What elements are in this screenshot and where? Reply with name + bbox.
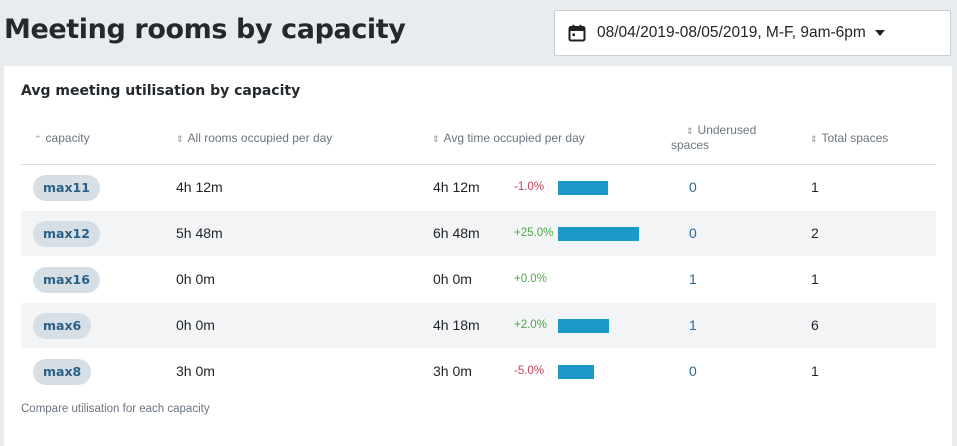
utilisation-bar bbox=[558, 365, 594, 379]
table-row: max6 0h 0m 4h 18m +2.0% 1 6 bbox=[21, 303, 936, 349]
table-row: max8 3h 0m 3h 0m -5.0% 0 1 bbox=[21, 349, 936, 395]
total-spaces: 2 bbox=[811, 225, 819, 241]
capacity-badge[interactable]: max11 bbox=[33, 175, 100, 201]
all-rooms-occupied: 5h 48m bbox=[176, 225, 223, 241]
sort-both-icon: ⇕ bbox=[810, 134, 818, 144]
avg-time-occupied: 4h 18m bbox=[433, 317, 480, 333]
date-range-text: 08/04/2019-08/05/2019, M-F, 9am-6pm bbox=[597, 24, 866, 41]
column-header-capacity[interactable]: ⌃ capacity bbox=[34, 131, 90, 145]
underused-spaces-link[interactable]: 0 bbox=[689, 179, 697, 195]
change-percent: -1.0% bbox=[514, 181, 545, 193]
underused-spaces-link[interactable]: 1 bbox=[689, 317, 697, 333]
table-row: max12 5h 48m 6h 48m +25.0% 0 2 bbox=[21, 211, 936, 257]
table-row: max11 4h 12m 4h 12m -1.0% 0 1 bbox=[21, 165, 936, 211]
page-title: Meeting rooms by capacity bbox=[4, 14, 406, 45]
sort-both-icon: ⇕ bbox=[686, 126, 694, 136]
utilisation-card: Avg meeting utilisation by capacity ⌃ cap… bbox=[4, 66, 952, 446]
column-header-underused[interactable]: ⇕ Underused spaces bbox=[671, 123, 757, 152]
capacity-badge[interactable]: max8 bbox=[33, 359, 92, 385]
table-body: max11 4h 12m 4h 12m -1.0% 0 1 max12 5h 48m 6h 48… bbox=[21, 165, 936, 395]
avg-time-occupied: 4h 12m bbox=[433, 179, 480, 195]
underused-spaces-link[interactable]: 1 bbox=[689, 271, 697, 287]
sort-asc-icon: ⌃ bbox=[34, 134, 42, 144]
total-spaces: 1 bbox=[811, 271, 819, 287]
column-header-total[interactable]: ⇕ Total spaces bbox=[810, 131, 889, 145]
all-rooms-occupied: 3h 0m bbox=[176, 363, 215, 379]
underused-spaces-link[interactable]: 0 bbox=[689, 225, 697, 241]
calendar-icon bbox=[568, 24, 586, 42]
underused-spaces-link[interactable]: 0 bbox=[689, 363, 697, 379]
utilisation-bar bbox=[558, 319, 609, 333]
sort-both-icon: ⇕ bbox=[432, 134, 440, 144]
total-spaces: 1 bbox=[811, 179, 819, 195]
table-header: ⌃ capacity ⇕ All rooms occupied per day ⇕ A… bbox=[21, 114, 936, 165]
utilisation-bar bbox=[558, 227, 639, 241]
avg-time-occupied: 0h 0m bbox=[433, 271, 472, 287]
column-header-avg-time[interactable]: ⇕ Avg time occupied per day bbox=[432, 131, 585, 145]
chevron-down-icon bbox=[874, 30, 885, 36]
avg-time-occupied: 3h 0m bbox=[433, 363, 472, 379]
total-spaces: 1 bbox=[811, 363, 819, 379]
footnote: Compare utilisation for each capacity bbox=[21, 403, 210, 415]
date-range-picker[interactable]: 08/04/2019-08/05/2019, M-F, 9am-6pm bbox=[554, 10, 951, 56]
card-title: Avg meeting utilisation by capacity bbox=[21, 83, 301, 99]
capacity-badge[interactable]: max6 bbox=[33, 313, 92, 339]
all-rooms-occupied: 4h 12m bbox=[176, 179, 223, 195]
capacity-table: ⌃ capacity ⇕ All rooms occupied per day ⇕ A… bbox=[21, 114, 936, 395]
table-row: max16 0h 0m 0h 0m +0.0% 1 1 bbox=[21, 257, 936, 303]
capacity-badge[interactable]: max16 bbox=[33, 267, 100, 293]
avg-time-occupied: 6h 48m bbox=[433, 225, 480, 241]
change-percent: +2.0% bbox=[514, 319, 547, 331]
change-percent: -5.0% bbox=[514, 365, 545, 377]
capacity-badge[interactable]: max12 bbox=[33, 221, 100, 247]
all-rooms-occupied: 0h 0m bbox=[176, 317, 215, 333]
change-percent: +0.0% bbox=[514, 273, 547, 285]
total-spaces: 6 bbox=[811, 317, 819, 333]
column-header-all-rooms[interactable]: ⇕ All rooms occupied per day bbox=[176, 131, 333, 145]
change-percent: +25.0% bbox=[514, 227, 554, 239]
utilisation-bar bbox=[558, 181, 608, 195]
sort-both-icon: ⇕ bbox=[176, 134, 184, 144]
all-rooms-occupied: 0h 0m bbox=[176, 271, 215, 287]
